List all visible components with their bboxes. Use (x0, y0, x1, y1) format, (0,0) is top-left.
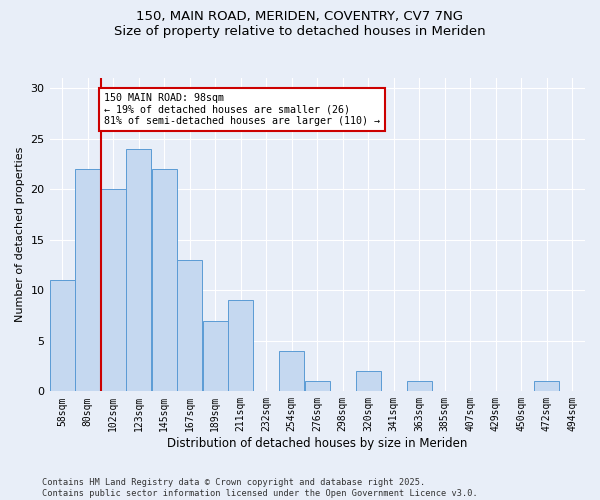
Bar (76, 169, 100, 392)
Y-axis label: Number of detached properties: Number of detached properties (15, 147, 25, 322)
Bar (101, 189, 125, 392)
Text: 150, MAIN ROAD, MERIDEN, COVENTRY, CV7 7NG
Size of property relative to detached: 150, MAIN ROAD, MERIDEN, COVENTRY, CV7 7… (114, 10, 486, 38)
Bar (535, 381, 559, 392)
Bar (203, 320, 227, 392)
Text: 150 MAIN ROAD: 98sqm
← 19% of detached houses are smaller (26)
81% of semi-detac: 150 MAIN ROAD: 98sqm ← 19% of detached h… (104, 93, 380, 126)
Bar (305, 381, 329, 392)
Bar (229, 300, 253, 392)
Bar (178, 260, 202, 392)
Bar (50, 280, 74, 392)
Bar (407, 381, 431, 392)
X-axis label: Distribution of detached houses by size in Meriden: Distribution of detached houses by size … (167, 437, 467, 450)
Bar (280, 351, 304, 392)
Bar (127, 149, 151, 392)
Bar (356, 371, 380, 392)
Bar (152, 169, 176, 392)
Text: Contains HM Land Registry data © Crown copyright and database right 2025.
Contai: Contains HM Land Registry data © Crown c… (42, 478, 478, 498)
